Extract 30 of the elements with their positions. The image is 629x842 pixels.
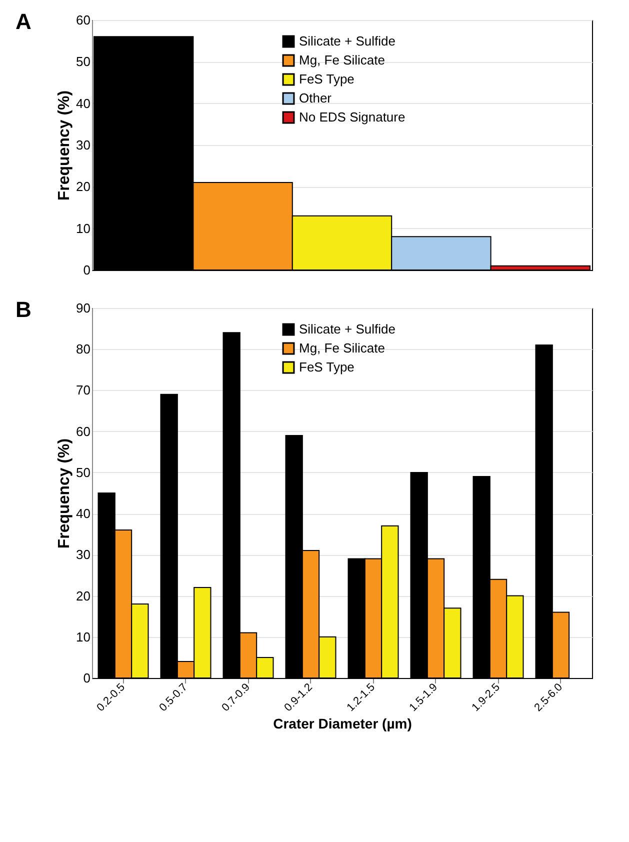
legend-label: FeS Type <box>299 72 354 86</box>
legend-label: Other <box>299 90 332 106</box>
y-tick-label: 90 <box>76 300 90 316</box>
y-tick-label: 50 <box>76 54 90 70</box>
y-tick-label: 20 <box>76 588 90 604</box>
y-tick-label: 0 <box>83 262 90 278</box>
legend-label: Silicate + Sulfide <box>299 34 396 48</box>
y-tick-label: 10 <box>76 220 90 236</box>
legend-label: Mg, Fe Silicate <box>299 52 385 68</box>
legend-label: FeS Type <box>299 360 354 374</box>
y-tick-label: 70 <box>76 382 90 398</box>
y-tick-label: 40 <box>76 506 90 522</box>
chart-title: A <box>16 9 32 34</box>
y-tick-label: 30 <box>76 138 90 152</box>
legend-label: Mg, Fe Silicate <box>299 340 385 356</box>
y-tick-label: 60 <box>76 424 90 439</box>
y-tick-label: 50 <box>76 464 90 480</box>
y-axis-title: Frequency (%) <box>56 438 74 549</box>
y-tick-label: 0 <box>83 670 90 686</box>
y-tick-label: 80 <box>76 342 90 357</box>
legend-label: No EDS Signature <box>299 110 406 124</box>
y-tick-label: 30 <box>76 547 90 562</box>
chart-title: B <box>16 297 32 322</box>
y-axis-title: Frequency (%) <box>56 90 74 201</box>
y-tick-label: 40 <box>76 96 90 111</box>
y-tick-label: 20 <box>76 179 90 194</box>
y-tick-label: 10 <box>76 629 90 644</box>
x-axis-title: Crater Diameter (µm) <box>273 715 412 732</box>
legend-label: Silicate + Sulfide <box>299 322 396 336</box>
y-tick-label: 60 <box>76 12 90 28</box>
